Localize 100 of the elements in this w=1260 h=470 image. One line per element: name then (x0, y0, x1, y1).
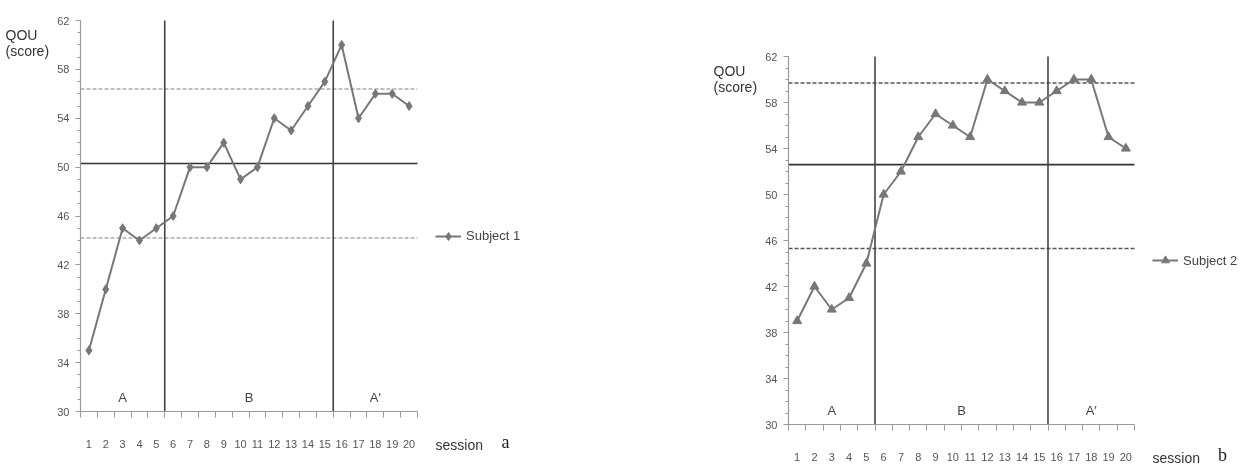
x-tick-label: 13 (998, 450, 1011, 463)
x-tick-label: 15 (318, 437, 331, 450)
x-tick-label: 19 (386, 437, 399, 450)
point (253, 162, 261, 173)
y-axis-title: QOU (score) (5, 26, 50, 59)
point (135, 235, 143, 246)
point (371, 88, 379, 99)
point (405, 101, 413, 112)
legend-label: Subject 2 (1183, 252, 1238, 268)
x-tick-label: 5 (863, 450, 870, 463)
y-tick-label: 38 (765, 326, 778, 339)
y-tick-label: 30 (765, 418, 778, 431)
point (1086, 73, 1097, 83)
x-tick-label: 14 (1015, 450, 1029, 463)
annotation: A′ (369, 390, 382, 405)
point (792, 315, 803, 325)
point (85, 345, 93, 356)
point (1034, 96, 1045, 106)
point (826, 303, 837, 313)
y-tick-label: 54 (765, 142, 778, 155)
x-tick-label: 12 (981, 450, 994, 463)
annotation: A (118, 390, 128, 405)
point (237, 174, 245, 185)
x-tick-label: 10 (946, 450, 959, 463)
x-tick-label: 8 (203, 437, 210, 450)
text: a (501, 431, 510, 452)
x-tick-label: 18 (369, 437, 382, 450)
y-tick-label: 34 (57, 356, 70, 369)
y-tick-label: 46 (765, 234, 778, 247)
x-tick-label: 19 (1102, 450, 1115, 463)
y-tick-label: 62 (765, 50, 778, 63)
point (982, 73, 993, 83)
x-tick-label: 7 (186, 437, 194, 450)
x-tick-label: 12 (268, 437, 281, 450)
x-axis-title: session (435, 436, 483, 453)
point (102, 284, 110, 295)
point (1051, 85, 1062, 95)
x-tick-label: 13 (285, 437, 298, 450)
point (930, 108, 941, 118)
x-tick-label: 9 (932, 450, 939, 463)
y-tick-label: 58 (57, 63, 70, 76)
point (220, 137, 228, 148)
x-tick-label: 11 (251, 437, 264, 450)
x-tick-label: 6 (170, 437, 177, 450)
x-tick-label: 9 (220, 437, 227, 450)
x-tick-label: 3 (119, 437, 126, 450)
y-tick-label: 42 (57, 258, 70, 271)
x-tick-label: 7 (897, 450, 905, 463)
x-tick-label: 16 (1050, 450, 1063, 463)
x-tick-label: 6 (880, 450, 887, 463)
x-tick-label: 17 (352, 437, 365, 450)
x-tick-label: 16 (335, 437, 348, 450)
x-tick-label: 17 (1067, 450, 1081, 463)
x-tick-label: 18 (1085, 450, 1098, 463)
annotation: B (244, 390, 254, 405)
point (809, 280, 820, 290)
y-tick-label: 38 (57, 307, 70, 320)
point (152, 223, 160, 234)
x-tick-label: 20 (402, 437, 416, 450)
x-tick-label: 2 (811, 450, 818, 463)
point (1017, 96, 1028, 106)
y-axis-title: QOU (score) (713, 62, 758, 95)
x-tick-label: 3 (828, 450, 835, 463)
point (270, 113, 278, 124)
point (913, 131, 924, 141)
x-tick-label: 2 (102, 437, 109, 450)
point (999, 85, 1010, 95)
x-tick-label: 5 (153, 437, 160, 450)
y-tick-label: 58 (765, 96, 778, 109)
annotation: B (957, 403, 966, 418)
point (321, 76, 329, 87)
point (1103, 131, 1114, 141)
x-tick-label: 8 (915, 450, 922, 463)
point (844, 292, 855, 302)
y-tick-label: 50 (765, 188, 778, 201)
annotation: A (827, 403, 837, 418)
x-tick-label: 4 (845, 450, 853, 463)
point (1120, 142, 1131, 152)
point (861, 257, 872, 267)
point (878, 188, 889, 198)
x-tick-label: 1 (85, 437, 92, 450)
point (895, 165, 906, 175)
annotation: A′ (1085, 403, 1098, 418)
point (169, 211, 177, 221)
point (1068, 73, 1079, 83)
y-tick-label: 34 (765, 372, 778, 385)
x-tick-label: 1 (794, 450, 801, 463)
point (355, 113, 363, 124)
y-tick-label: 42 (765, 280, 778, 293)
point (388, 88, 396, 99)
x-tick-label: 14 (301, 437, 315, 450)
point (287, 125, 295, 136)
point (338, 39, 346, 50)
point (304, 101, 312, 112)
legend-label: Subject 1 (466, 228, 521, 243)
x-tick-label: 11 (964, 450, 976, 463)
point (947, 119, 958, 129)
x-tick-label: 4 (136, 437, 143, 450)
point (119, 223, 127, 234)
y-tick-label: 30 (57, 405, 70, 418)
